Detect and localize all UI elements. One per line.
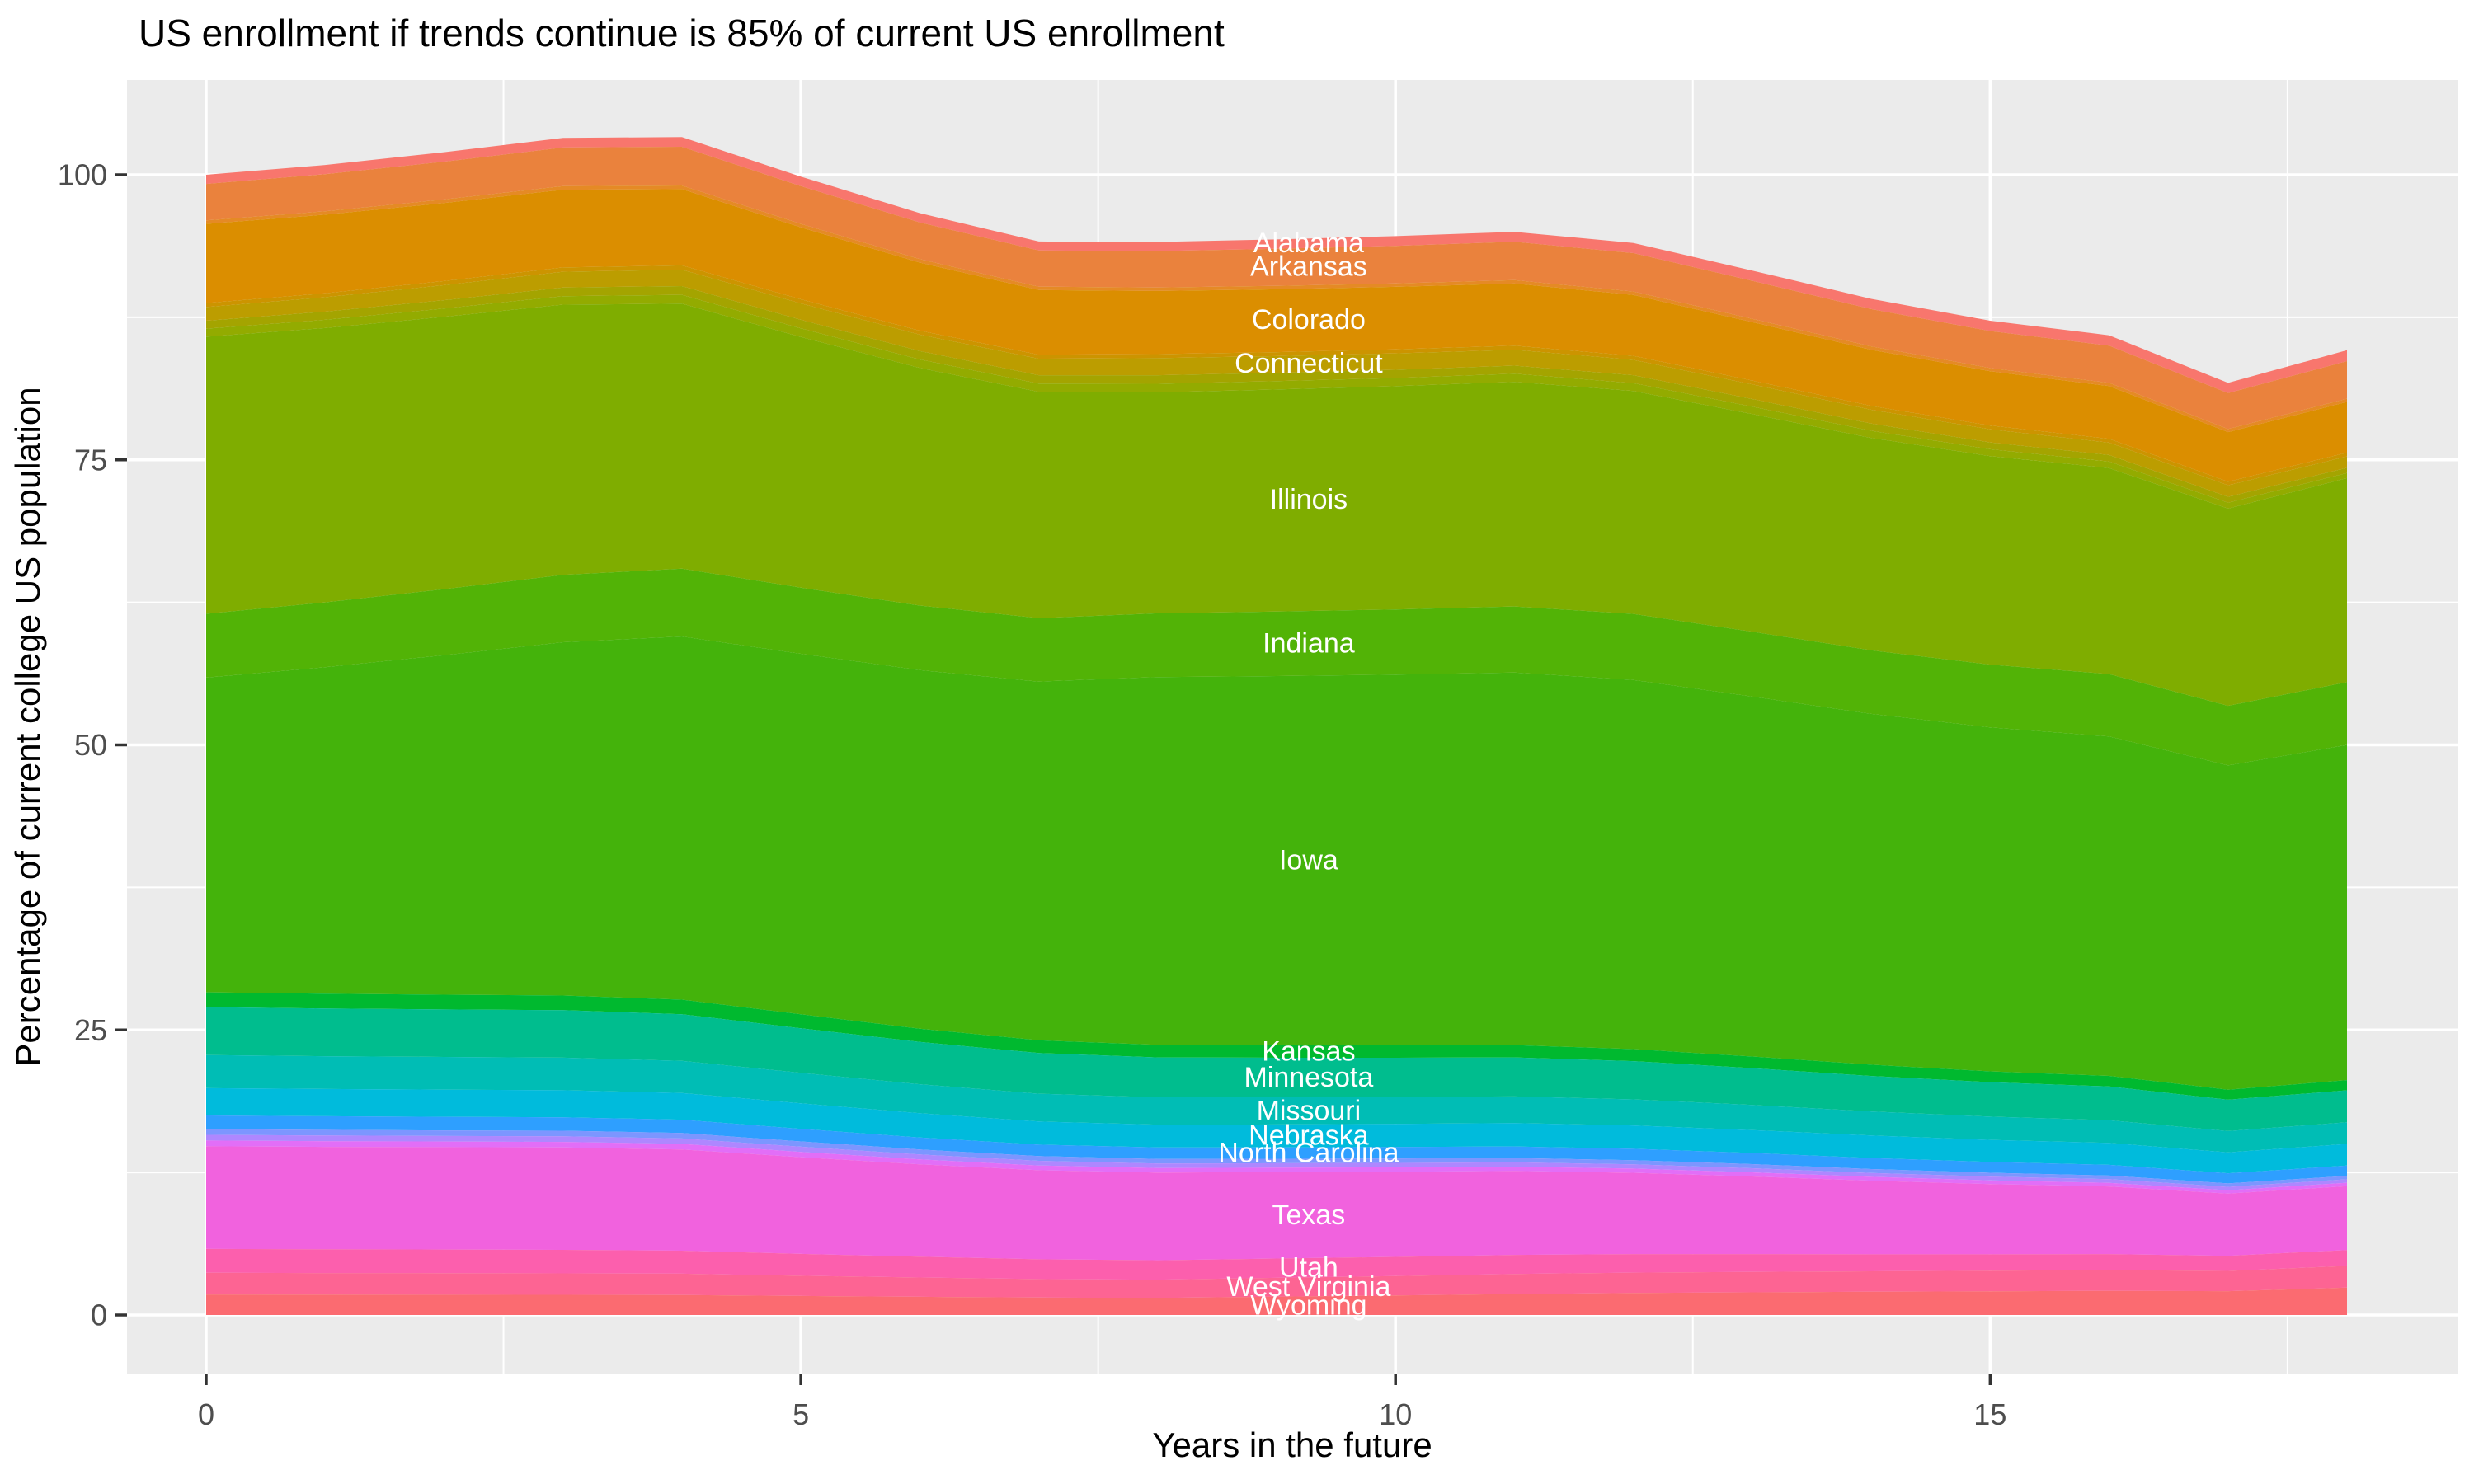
y-axis: 0 25 50 75 100 Percentage of current college … <box>8 158 127 1332</box>
state-label-west-virginia: West Virginia <box>1226 1271 1390 1303</box>
state-label-illinois: Illinois <box>1270 484 1348 515</box>
state-label-arkansas: Arkansas <box>1250 251 1367 282</box>
x-axis-title: Years in the future <box>1152 1425 1432 1464</box>
state-label-alabama: Alabama <box>1253 228 1364 259</box>
state-label-utah: Utah <box>1279 1252 1338 1284</box>
area-band-illinois[interactable] <box>206 303 2347 707</box>
state-label-north-carolina: North Carolina <box>1218 1138 1399 1169</box>
area-band-nebraska[interactable] <box>206 1087 2347 1174</box>
area-band-unlabeled[interactable] <box>206 1134 2347 1190</box>
area-band-colorado[interactable] <box>206 189 2347 482</box>
area-band-unlabeled[interactable] <box>206 294 2347 509</box>
state-label-indiana: Indiana <box>1263 627 1355 659</box>
area-band-texas[interactable] <box>206 1146 2347 1261</box>
area-band-connecticut[interactable] <box>206 270 2347 497</box>
area-band-unlabeled[interactable] <box>206 265 2347 486</box>
state-label-wyoming: Wyoming <box>1250 1290 1366 1322</box>
area-band-utah[interactable] <box>206 1248 2347 1280</box>
state-label-missouri: Missouri <box>1257 1095 1362 1126</box>
area-band-unlabeled[interactable] <box>206 286 2347 503</box>
x-tick-label: 5 <box>793 1397 809 1431</box>
area-band-missouri[interactable] <box>206 1054 2347 1153</box>
area-band-kansas[interactable] <box>206 992 2347 1100</box>
area-band-unlabeled[interactable] <box>206 1129 2347 1187</box>
area-band-west-virginia[interactable] <box>206 1266 2347 1298</box>
y-tick-label: 25 <box>74 1013 107 1047</box>
x-axis: 0 5 10 15 Years in the future <box>198 1374 2006 1464</box>
area-band-indiana[interactable] <box>206 568 2347 766</box>
state-label-kansas: Kansas <box>1262 1036 1355 1068</box>
x-tick-label: 0 <box>198 1397 214 1431</box>
y-tick-label: 0 <box>91 1298 107 1332</box>
area-band-unlabeled[interactable] <box>206 1140 2347 1194</box>
x-tick-label: 10 <box>1379 1397 1412 1431</box>
area-band-arkansas[interactable] <box>206 147 2347 430</box>
area-band-alabama[interactable] <box>206 137 2347 393</box>
y-tick-label: 100 <box>58 158 107 192</box>
state-label-iowa: Iowa <box>1279 845 1338 876</box>
state-label-colorado: Colorado <box>1252 304 1366 336</box>
state-label-nebraska: Nebraska <box>1249 1120 1369 1152</box>
x-tick-label: 15 <box>1973 1397 2006 1431</box>
area-bands <box>206 137 2347 1315</box>
y-axis-title: Percentage of current college US populat… <box>8 387 47 1066</box>
area-band-wyoming[interactable] <box>206 1287 2347 1315</box>
area-band-iowa[interactable] <box>206 636 2347 1090</box>
y-tick-label: 75 <box>74 443 107 477</box>
area-band-north-carolina[interactable] <box>206 1115 2347 1184</box>
area-band-minnesota[interactable] <box>206 1007 2347 1131</box>
state-label-minnesota: Minnesota <box>1244 1062 1373 1093</box>
state-label-texas: Texas <box>1272 1200 1345 1231</box>
y-tick-label: 50 <box>74 728 107 762</box>
chart-title: US enrollment if trends continue is 85% … <box>139 12 1225 54</box>
state-label-connecticut: Connecticut <box>1235 348 1383 379</box>
